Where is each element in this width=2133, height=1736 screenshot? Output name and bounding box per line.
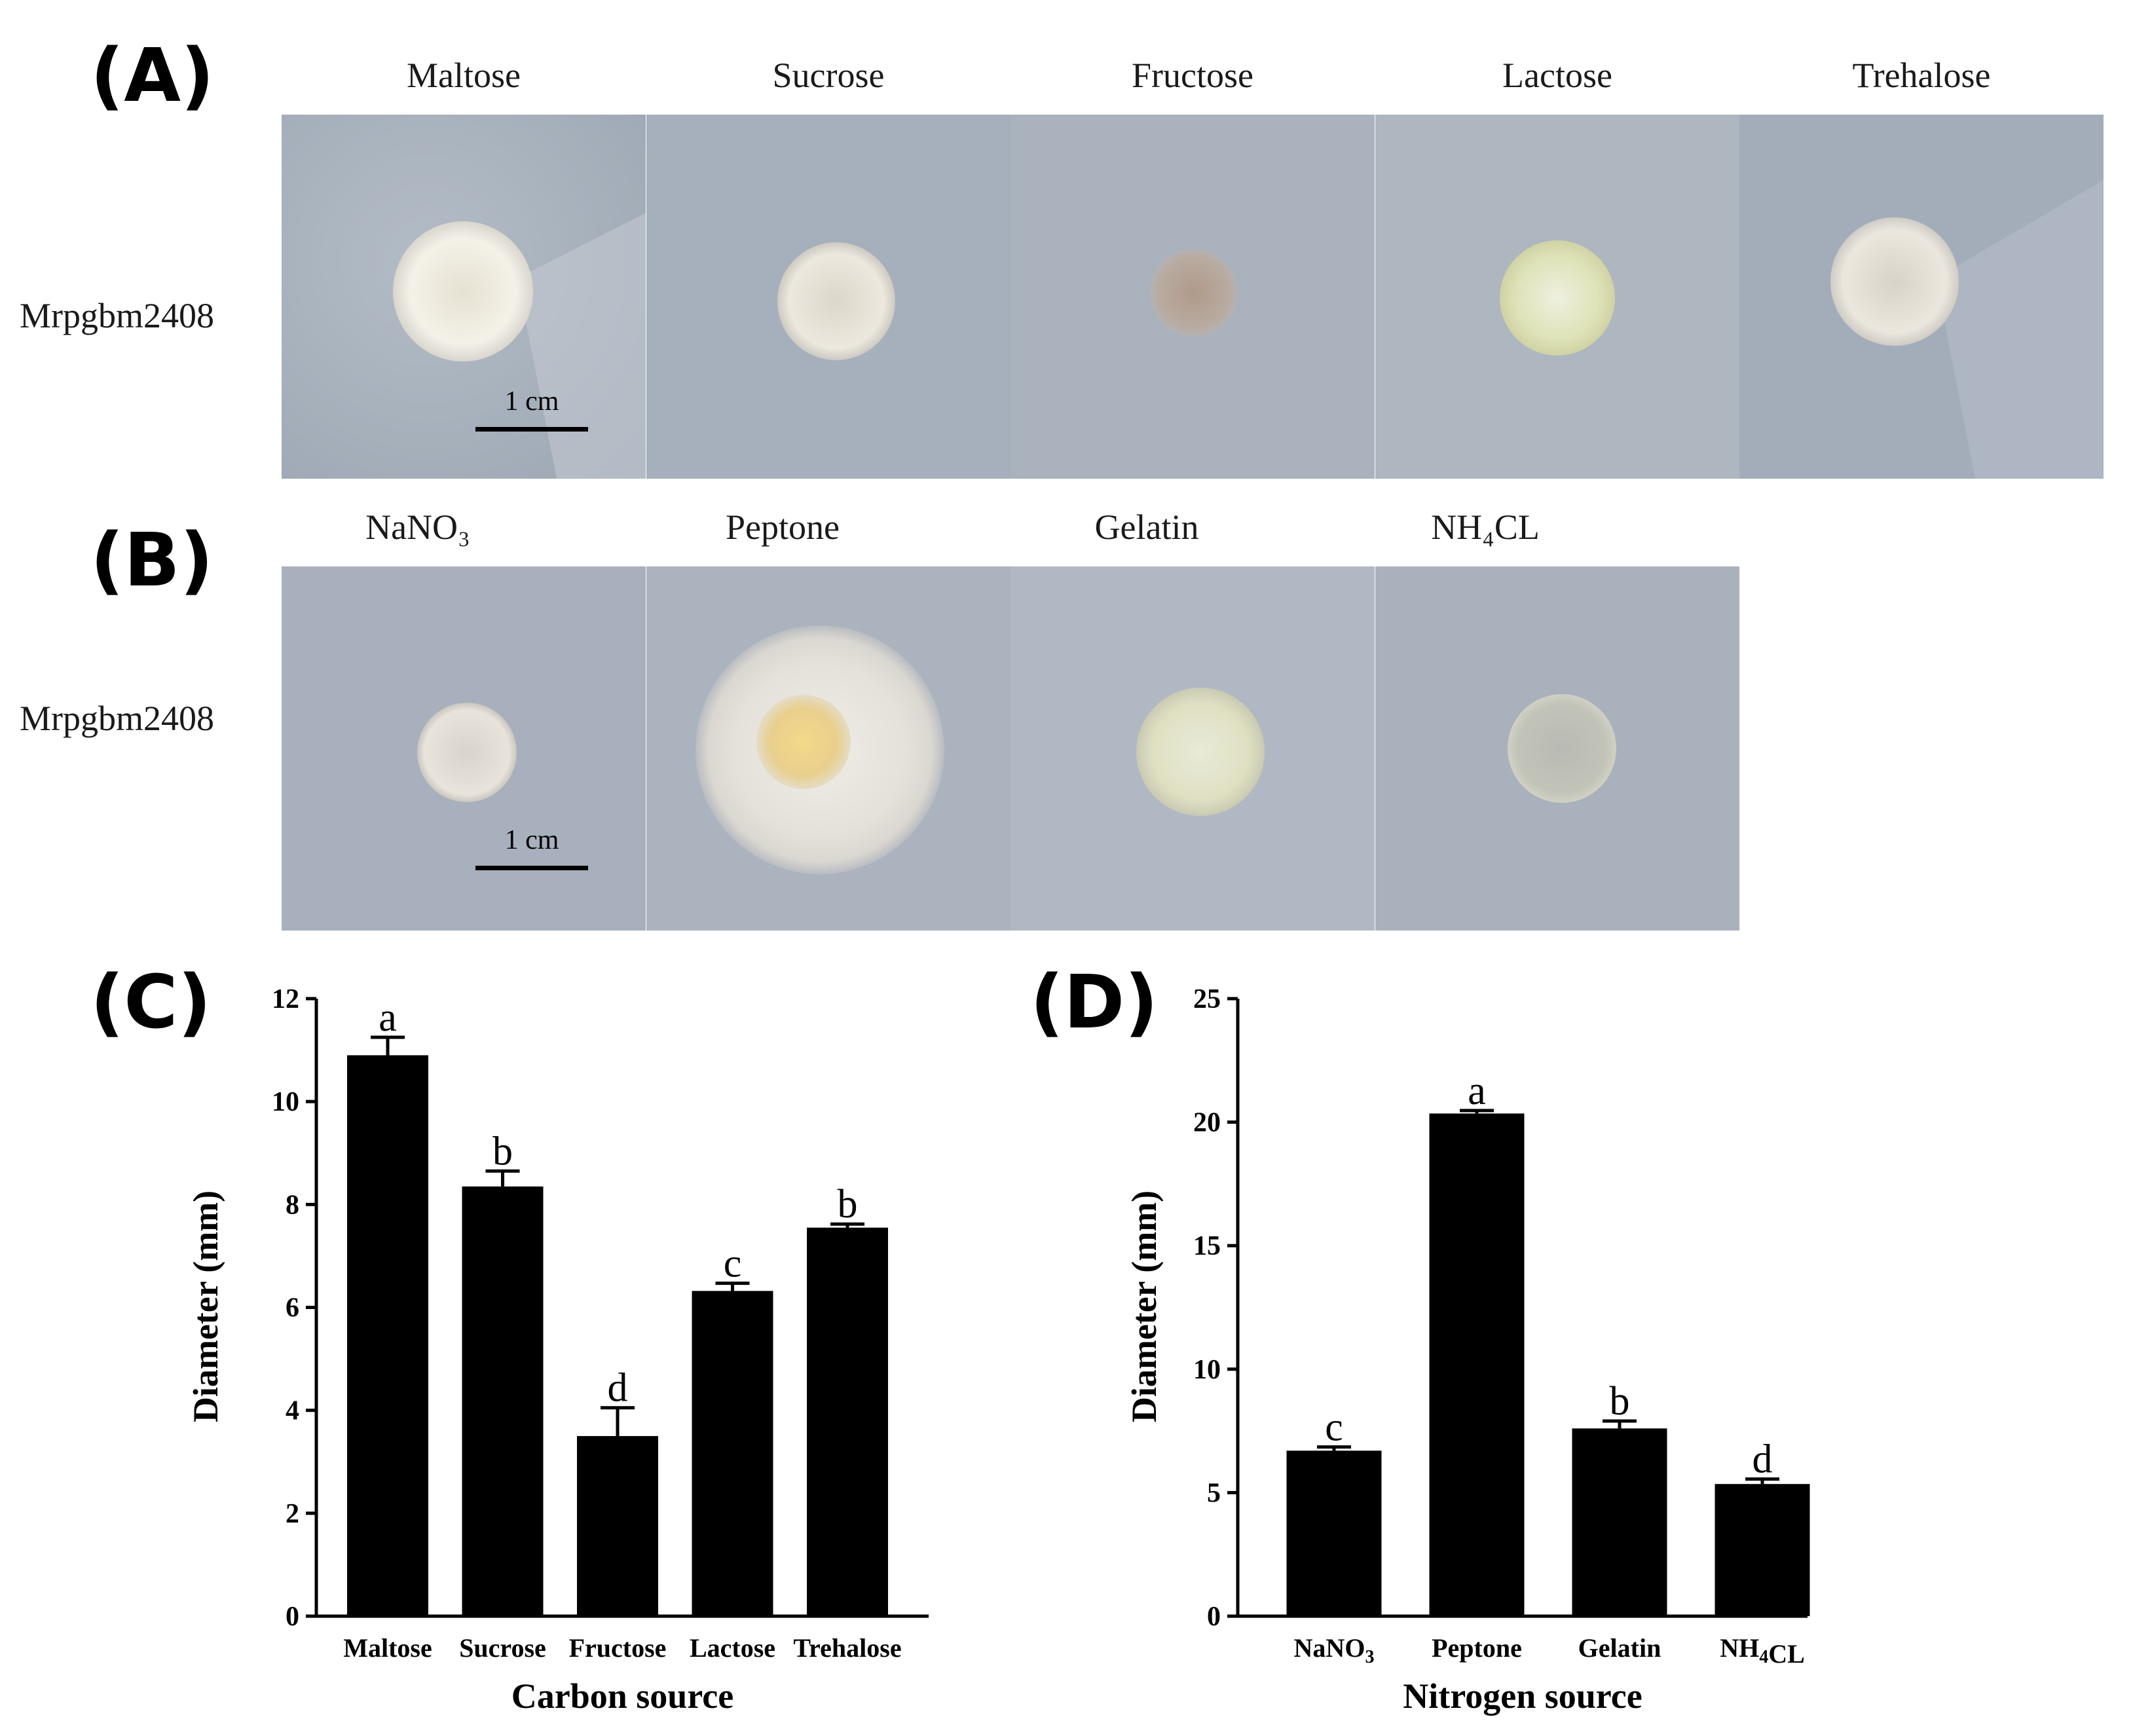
significance-label: d	[1753, 1437, 1773, 1482]
y-axis-title: Diameter (mm)	[186, 1191, 225, 1422]
bar	[1286, 1450, 1382, 1616]
y-tick-label: 20	[1193, 1108, 1221, 1138]
panel-a-col-label: Maltose	[407, 56, 521, 95]
bar	[1429, 1113, 1525, 1616]
colony-lactose	[1500, 240, 1615, 356]
panel-b-letter: (B)	[90, 518, 213, 603]
x-tick-label: NaNO3	[1294, 1633, 1375, 1667]
colony-gelatin	[1136, 688, 1265, 816]
x-axis-title: Nitrogen source	[1403, 1676, 1642, 1716]
x-axis-title: Carbon source	[511, 1676, 734, 1716]
x-tick-label: Fructose	[569, 1633, 667, 1663]
significance-label: b	[838, 1182, 858, 1227]
panel-b-col-label: NH₄CL	[1431, 508, 1540, 547]
plate-peptone	[646, 566, 1011, 931]
panel-a-col-label: Trehalose	[1852, 56, 1991, 95]
y-axis-title: Diameter (mm)	[1124, 1191, 1164, 1422]
y-tick-label: 6	[286, 1293, 299, 1323]
panel-b-scalebar	[475, 866, 588, 870]
bar	[692, 1291, 773, 1616]
plate-maltose	[282, 115, 646, 479]
panel-a-col-label: Lactose	[1502, 56, 1612, 95]
panel-a-scalebar	[475, 427, 588, 432]
y-tick-label: 10	[272, 1087, 299, 1117]
plate-fructose	[1011, 115, 1375, 479]
significance-label: b	[1610, 1379, 1630, 1424]
plate-gelatin	[1011, 566, 1375, 931]
bar	[1572, 1428, 1667, 1616]
significance-label: b	[492, 1129, 513, 1173]
y-tick-label: 10	[1193, 1355, 1221, 1385]
panel-b-row-label: Mrpgbm2408	[20, 699, 214, 738]
y-tick-label: 25	[1193, 984, 1221, 1014]
colony-nh4cl	[1508, 694, 1616, 803]
x-tick-label: NH4CL	[1720, 1633, 1805, 1669]
y-tick-label: 0	[1207, 1602, 1221, 1632]
panel-b-col-label: NaNO₃	[365, 508, 470, 547]
panel-a-letter: (A)	[90, 33, 215, 119]
colony-maltose	[393, 221, 533, 361]
significance-label: c	[724, 1242, 742, 1286]
plate-nh4cl	[1375, 566, 1739, 931]
colony-sucrose	[777, 242, 895, 360]
plate-sucrose	[646, 115, 1011, 479]
panel-d-letter: (D)	[1030, 960, 1159, 1045]
panel-a-col-label: Fructose	[1132, 56, 1253, 95]
chart-c: 0 2 4 6 8 10 12 a Maltose b Sucrose d Fructose c Lacto…	[186, 984, 929, 1716]
y-tick-label: 5	[1207, 1478, 1221, 1508]
chart-d: 0 5 10 15 20 25 c NaNO3 a Peptone b Gelatin d NH4CL Ni…	[1124, 984, 1810, 1716]
y-tick-label: 12	[272, 984, 299, 1014]
panel-a-scalebar-label: 1 cm	[504, 386, 559, 416]
colony-fructose	[1150, 249, 1238, 337]
bar	[577, 1435, 658, 1616]
bar	[462, 1186, 544, 1616]
x-tick-label: Lactose	[690, 1633, 775, 1663]
x-tick-label: Gelatin	[1578, 1633, 1661, 1663]
panel-b-col-label: Gelatin	[1094, 508, 1199, 547]
plate-trehalose	[1739, 115, 2104, 479]
x-tick-label: Sucrose	[459, 1633, 546, 1663]
x-tick-label: Maltose	[343, 1633, 432, 1663]
significance-label: a	[379, 995, 397, 1040]
bar	[1715, 1484, 1810, 1616]
panel-b-scalebar-label: 1 cm	[504, 825, 559, 855]
bar	[347, 1055, 428, 1616]
y-tick-label: 0	[286, 1602, 299, 1632]
significance-label: d	[608, 1366, 628, 1411]
x-tick-label: Trehalose	[793, 1633, 901, 1663]
significance-label: a	[1468, 1069, 1486, 1113]
panel-c-letter: (C)	[90, 960, 212, 1045]
significance-label: c	[1325, 1405, 1343, 1450]
panel-a-col-label: Sucrose	[772, 56, 885, 95]
y-tick-label: 2	[286, 1499, 299, 1529]
x-tick-label: Peptone	[1432, 1633, 1522, 1663]
y-tick-label: 4	[286, 1396, 299, 1426]
bar	[807, 1227, 888, 1616]
plate-lactose	[1375, 115, 1739, 479]
panel-b-col-label: Peptone	[726, 508, 840, 547]
panel-a-row-label: Mrpgbm2408	[20, 296, 214, 335]
y-tick-label: 8	[286, 1190, 299, 1220]
colony-nano3	[417, 703, 517, 802]
colony-peptone-core	[756, 695, 851, 789]
y-tick-label: 15	[1193, 1231, 1221, 1261]
colony-trehalose	[1830, 217, 1959, 346]
